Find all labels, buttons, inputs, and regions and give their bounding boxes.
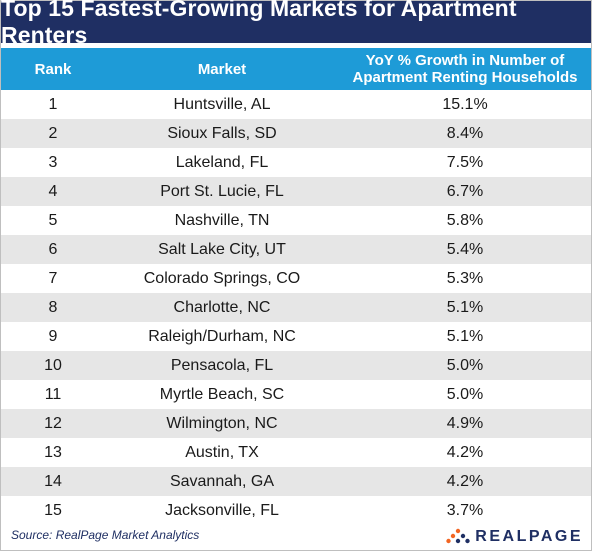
header-growth-line1: YoY % Growth in Number of (365, 52, 565, 69)
rank-cell: 6 (48, 240, 58, 258)
market-cell: Raleigh/Durham, NC (148, 327, 296, 345)
market-cell: Huntsville, AL (173, 95, 271, 113)
growth-cell: 4.2% (446, 472, 484, 490)
table-row: 4 Port St. Lucie, FL 6.7% (1, 177, 591, 206)
market-cell: Colorado Springs, CO (143, 269, 301, 287)
rank-cell: 1 (48, 95, 58, 113)
table-header-row: Rank Market YoY % Growth in Number of Ap… (1, 48, 591, 90)
table-row: 14 Savannah, GA 4.2% (1, 467, 591, 496)
brand-name: REALPAGE (475, 528, 583, 545)
table-title: Top 15 Fastest-Growing Markets for Apart… (1, 0, 591, 48)
market-cell: Austin, TX (185, 443, 259, 461)
market-cell: Salt Lake City, UT (158, 240, 286, 258)
table-row: 3 Lakeland, FL 7.5% (1, 148, 591, 177)
table-row: 7 Colorado Springs, CO 5.3% (1, 264, 591, 293)
market-cell: Jacksonville, FL (165, 501, 279, 519)
rank-cell: 12 (44, 414, 62, 432)
table-row: 9 Raleigh/Durham, NC 5.1% (1, 322, 591, 351)
header-market: Market (197, 60, 247, 78)
footer: Source: RealPage Market Analytics REALPA… (1, 525, 591, 549)
table-title-text: Top 15 Fastest-Growing Markets for Apart… (1, 0, 517, 48)
header-rank: Rank (34, 60, 72, 78)
market-cell: Sioux Falls, SD (167, 124, 277, 142)
growth-cell: 5.8% (446, 211, 484, 229)
rank-cell: 7 (48, 269, 58, 287)
growth-cell: 5.4% (446, 240, 484, 258)
growth-cell: 7.5% (446, 153, 484, 171)
table-row: 15 Jacksonville, FL 3.7% (1, 496, 591, 525)
header-growth: YoY % Growth in Number of Apartment Rent… (339, 48, 591, 90)
rank-cell: 5 (48, 211, 58, 229)
realpage-logo-icon (446, 528, 470, 544)
table-row: 11 Myrtle Beach, SC 5.0% (1, 380, 591, 409)
market-cell: Port St. Lucie, FL (160, 182, 284, 200)
table-row: 5 Nashville, TN 5.8% (1, 206, 591, 235)
rank-cell: 14 (44, 472, 62, 490)
growth-cell: 4.2% (446, 443, 484, 461)
market-cell: Lakeland, FL (175, 153, 269, 171)
growth-cell: 5.3% (446, 269, 484, 287)
table-body: 1 Huntsville, AL 15.1% 2 Sioux Falls, SD 8.4%… (1, 90, 591, 525)
rank-cell: 2 (48, 124, 58, 142)
growth-cell: 4.9% (446, 414, 484, 432)
table-row: 12 Wilmington, NC 4.9% (1, 409, 591, 438)
table-row: 13 Austin, TX 4.2% (1, 438, 591, 467)
rank-cell: 13 (44, 443, 62, 461)
rank-cell: 3 (48, 153, 58, 171)
table-row: 2 Sioux Falls, SD 8.4% (1, 119, 591, 148)
market-cell: Charlotte, NC (173, 298, 271, 316)
market-cell: Nashville, TN (174, 211, 270, 229)
market-cell: Pensacola, FL (170, 356, 274, 374)
growth-cell: 3.7% (446, 501, 484, 519)
growth-cell: 8.4% (446, 124, 484, 142)
growth-cell: 15.1% (442, 95, 488, 113)
market-cell: Wilmington, NC (166, 414, 278, 432)
growth-cell: 5.1% (446, 327, 484, 345)
rank-cell: 9 (48, 327, 58, 345)
growth-cell: 5.1% (446, 298, 484, 316)
table-row: 10 Pensacola, FL 5.0% (1, 351, 591, 380)
rank-cell: 11 (44, 385, 62, 403)
growth-cell: 6.7% (446, 182, 484, 200)
market-cell: Savannah, GA (169, 472, 275, 490)
source-note: Source: RealPage Market Analytics (11, 528, 200, 542)
rank-cell: 15 (44, 501, 62, 519)
table-row: 6 Salt Lake City, UT 5.4% (1, 235, 591, 264)
realpage-brand: REALPAGE (446, 525, 583, 549)
rank-cell: 10 (44, 356, 62, 374)
rank-cell: 8 (48, 298, 58, 316)
growth-cell: 5.0% (446, 356, 484, 374)
header-growth-line2: Apartment Renting Households (352, 69, 578, 86)
table-row: 1 Huntsville, AL 15.1% (1, 90, 591, 119)
market-cell: Myrtle Beach, SC (159, 385, 285, 403)
table-row: 8 Charlotte, NC 5.1% (1, 293, 591, 322)
rank-cell: 4 (48, 182, 58, 200)
growth-cell: 5.0% (446, 385, 484, 403)
